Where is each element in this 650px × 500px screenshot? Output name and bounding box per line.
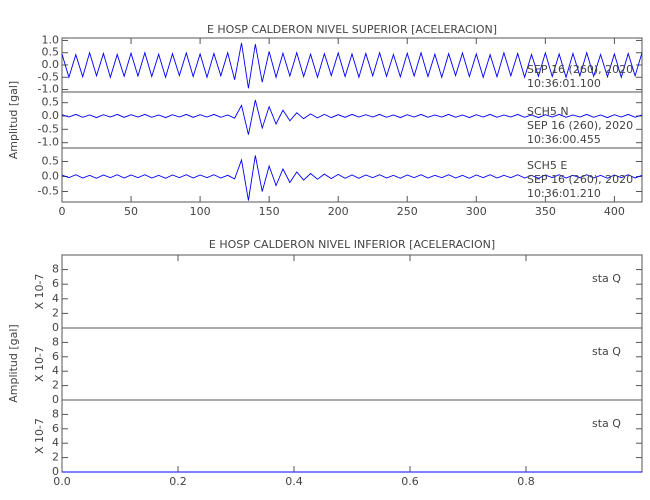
x-tick-label: 0.8 <box>517 475 535 488</box>
panel-frame <box>61 399 643 473</box>
y-tick-label: 4 <box>52 292 59 305</box>
chart-title: E HOSP CALDERON NIVEL INFERIOR [ACELERAC… <box>209 238 495 251</box>
trace-label: sta Q <box>592 345 621 358</box>
chart-title: E HOSP CALDERON NIVEL SUPERIOR [ACELERAC… <box>207 23 497 36</box>
trace-label: SEP 16 (260), 2020 <box>527 173 633 186</box>
y-tick-label: 1.0 <box>42 33 60 46</box>
y-axis-label: Amplitud [gal] <box>7 81 20 159</box>
trace-label: SEP 16 (260), 2020 <box>527 63 633 76</box>
scale-label: X 10-7 <box>33 346 46 382</box>
y-tick-label: 0.0 <box>42 109 60 122</box>
y-tick-label: -0.5 <box>38 70 59 83</box>
x-tick-label: 0.4 <box>285 475 303 488</box>
scale-label: X 10-7 <box>33 418 46 454</box>
y-tick-label: -0.5 <box>38 122 59 135</box>
x-tick-label: 0 <box>59 205 66 218</box>
x-tick-label: 0.6 <box>401 475 419 488</box>
y-tick-label: 0 <box>52 393 59 406</box>
trace-label: sta Q <box>592 272 621 285</box>
y-tick-label: -1.0 <box>38 136 59 149</box>
y-tick-label: 8 <box>52 263 59 276</box>
waveform <box>61 99 643 135</box>
y-tick-label: 8 <box>52 407 59 420</box>
y-tick-label: 4 <box>52 436 59 449</box>
scale-label: X 10-7 <box>33 274 46 310</box>
y-tick-label: 0.5 <box>42 155 60 168</box>
y-tick-label: 2 <box>52 306 59 319</box>
trace-label: 10:36:01.100 <box>527 77 601 90</box>
trace-label: SCH5 N <box>527 105 569 118</box>
y-tick-label: 4 <box>52 364 59 377</box>
y-tick-label: 0.0 <box>42 170 60 183</box>
y-tick-label: 0.5 <box>42 96 60 109</box>
panel-frame <box>61 254 643 329</box>
y-tick-label: 0 <box>52 465 59 478</box>
trace-label: SCH5 E <box>527 159 567 172</box>
x-tick-label: 100 <box>190 205 211 218</box>
waveform <box>61 155 643 201</box>
x-tick-label: 400 <box>604 205 625 218</box>
x-tick-label: 0.0 <box>53 475 71 488</box>
x-tick-label: 300 <box>466 205 487 218</box>
x-tick-label: 0.2 <box>169 475 187 488</box>
y-tick-label: -1.0 <box>38 83 59 96</box>
y-tick-label: 2 <box>52 379 59 392</box>
x-tick-label: 150 <box>259 205 280 218</box>
y-tick-label: 2 <box>52 451 59 464</box>
y-tick-label: 6 <box>52 277 59 290</box>
y-tick-label: 0 <box>52 321 59 334</box>
x-tick-label: 50 <box>124 205 138 218</box>
trace-label: SEP 16 (260), 2020 <box>527 119 633 132</box>
y-tick-label: 6 <box>52 350 59 363</box>
panel-frame <box>61 327 643 401</box>
y-tick-label: 8 <box>52 335 59 348</box>
waveform <box>61 42 643 89</box>
trace-label: 10:36:00.455 <box>527 133 601 146</box>
y-tick-label: 0.0 <box>42 58 60 71</box>
y-axis-label: Amplitud [gal] <box>7 324 20 402</box>
y-tick-label: 6 <box>52 422 59 435</box>
y-tick-label: 0.5 <box>42 46 60 59</box>
x-tick-label: 250 <box>397 205 418 218</box>
x-tick-label: 350 <box>535 205 556 218</box>
y-tick-label: -0.5 <box>38 185 59 198</box>
trace-label: sta Q <box>592 417 621 430</box>
trace-label: 10:36:01.210 <box>527 187 601 200</box>
x-tick-label: 200 <box>328 205 349 218</box>
